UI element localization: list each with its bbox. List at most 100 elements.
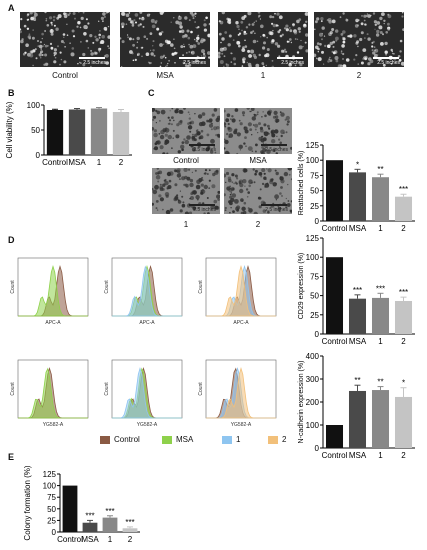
cell-speck	[362, 48, 367, 52]
cell-speck	[272, 29, 274, 32]
cell-speck	[252, 39, 257, 44]
cell-speck	[194, 12, 197, 15]
histogram-y-label: Count	[10, 382, 16, 396]
cell-speck	[366, 33, 369, 36]
cell-speck	[54, 56, 57, 59]
histogram-y-label: Count	[198, 280, 204, 294]
cell-speck	[268, 127, 271, 130]
cell-speck	[105, 61, 109, 65]
cell-speck	[72, 12, 76, 15]
cell-speck	[250, 31, 253, 34]
cell-speck	[371, 49, 374, 52]
cell-speck	[262, 142, 265, 144]
cell-speck	[98, 51, 101, 53]
cell-speck	[166, 43, 168, 45]
cell-speck	[164, 127, 170, 133]
cell-speck	[178, 21, 183, 26]
x-tick-label: 1	[108, 535, 113, 544]
cell-speck	[241, 199, 244, 202]
cell-speck	[374, 53, 378, 58]
cell-speck	[39, 56, 42, 59]
cell-speck	[227, 43, 231, 47]
significance-label: *	[356, 160, 359, 169]
legend-swatch-2	[268, 435, 278, 444]
cell-speck	[247, 191, 250, 194]
cell-speck	[294, 38, 297, 40]
cell-speck	[32, 17, 37, 21]
cell-speck	[355, 54, 358, 57]
cell-speck	[204, 169, 208, 172]
cell-speck	[171, 52, 175, 56]
cell-speck	[250, 49, 255, 54]
y-tick-label: 0	[315, 217, 320, 226]
cell-speck	[160, 109, 166, 115]
cell-speck	[189, 121, 192, 124]
cell-speck	[261, 182, 265, 186]
significance-label: ***	[125, 518, 134, 527]
cell-speck	[128, 17, 132, 21]
cell-speck	[342, 64, 347, 67]
cell-speck	[258, 205, 262, 209]
cell-speck	[180, 45, 184, 49]
cell-speck	[247, 146, 253, 151]
cell-speck	[174, 109, 179, 114]
significance-label: ***	[353, 286, 362, 295]
legend-swatch-1	[222, 435, 232, 444]
cell-speck	[271, 60, 274, 62]
cell-speck	[70, 52, 75, 57]
cell-speck	[242, 60, 246, 64]
significance-label: ***	[376, 284, 385, 293]
cell-speck	[222, 38, 224, 41]
cell-speck	[210, 138, 215, 144]
cell-speck	[266, 48, 270, 51]
panel-letter-b: B	[8, 88, 15, 98]
x-tick-label: 2	[119, 158, 124, 167]
cell-speck	[167, 134, 172, 140]
cell-speck	[277, 30, 281, 34]
cell-speck	[174, 62, 176, 64]
cell-speck	[261, 146, 264, 149]
cell-speck	[158, 194, 162, 198]
cell-speck	[53, 24, 56, 27]
bar-1	[371, 390, 390, 448]
cell-speck	[247, 122, 252, 127]
cell-speck	[254, 172, 257, 176]
cell-speck	[141, 17, 145, 21]
cell-speck	[71, 29, 75, 33]
scale-bar	[189, 144, 215, 146]
cell-speck	[180, 29, 185, 34]
cell-speck	[37, 45, 40, 47]
cell-speck	[200, 38, 205, 42]
cell-speck	[150, 52, 154, 56]
cell-speck	[333, 50, 338, 54]
y-tick-label: 0	[52, 528, 57, 537]
cell-speck	[248, 208, 253, 213]
bar-control	[325, 425, 344, 448]
cell-speck	[224, 31, 228, 34]
cell-speck	[360, 31, 364, 35]
legend-item-msa: MSA	[162, 435, 193, 444]
cell-speck	[162, 12, 165, 14]
cell-speck	[187, 111, 190, 114]
cell-speck	[260, 200, 266, 205]
cell-speck	[366, 13, 369, 15]
cell-speck	[152, 40, 155, 43]
cell-speck	[159, 55, 164, 59]
cell-speck	[324, 44, 327, 48]
cell-speck	[178, 30, 182, 33]
cell-speck	[140, 46, 143, 49]
cell-speck	[171, 108, 174, 110]
y-tick-label: 200	[306, 398, 320, 407]
cell-speck	[109, 12, 110, 14]
cell-speck	[187, 36, 191, 40]
bar-1	[371, 177, 390, 221]
cell-speck	[159, 145, 164, 150]
cell-speck	[200, 129, 204, 133]
cell-speck	[152, 118, 155, 121]
cell-speck	[159, 12, 161, 14]
cell-speck	[236, 24, 240, 29]
cell-speck	[360, 22, 364, 26]
cell-speck	[267, 168, 272, 173]
cell-speck	[360, 61, 364, 65]
cell-speck	[40, 48, 42, 50]
